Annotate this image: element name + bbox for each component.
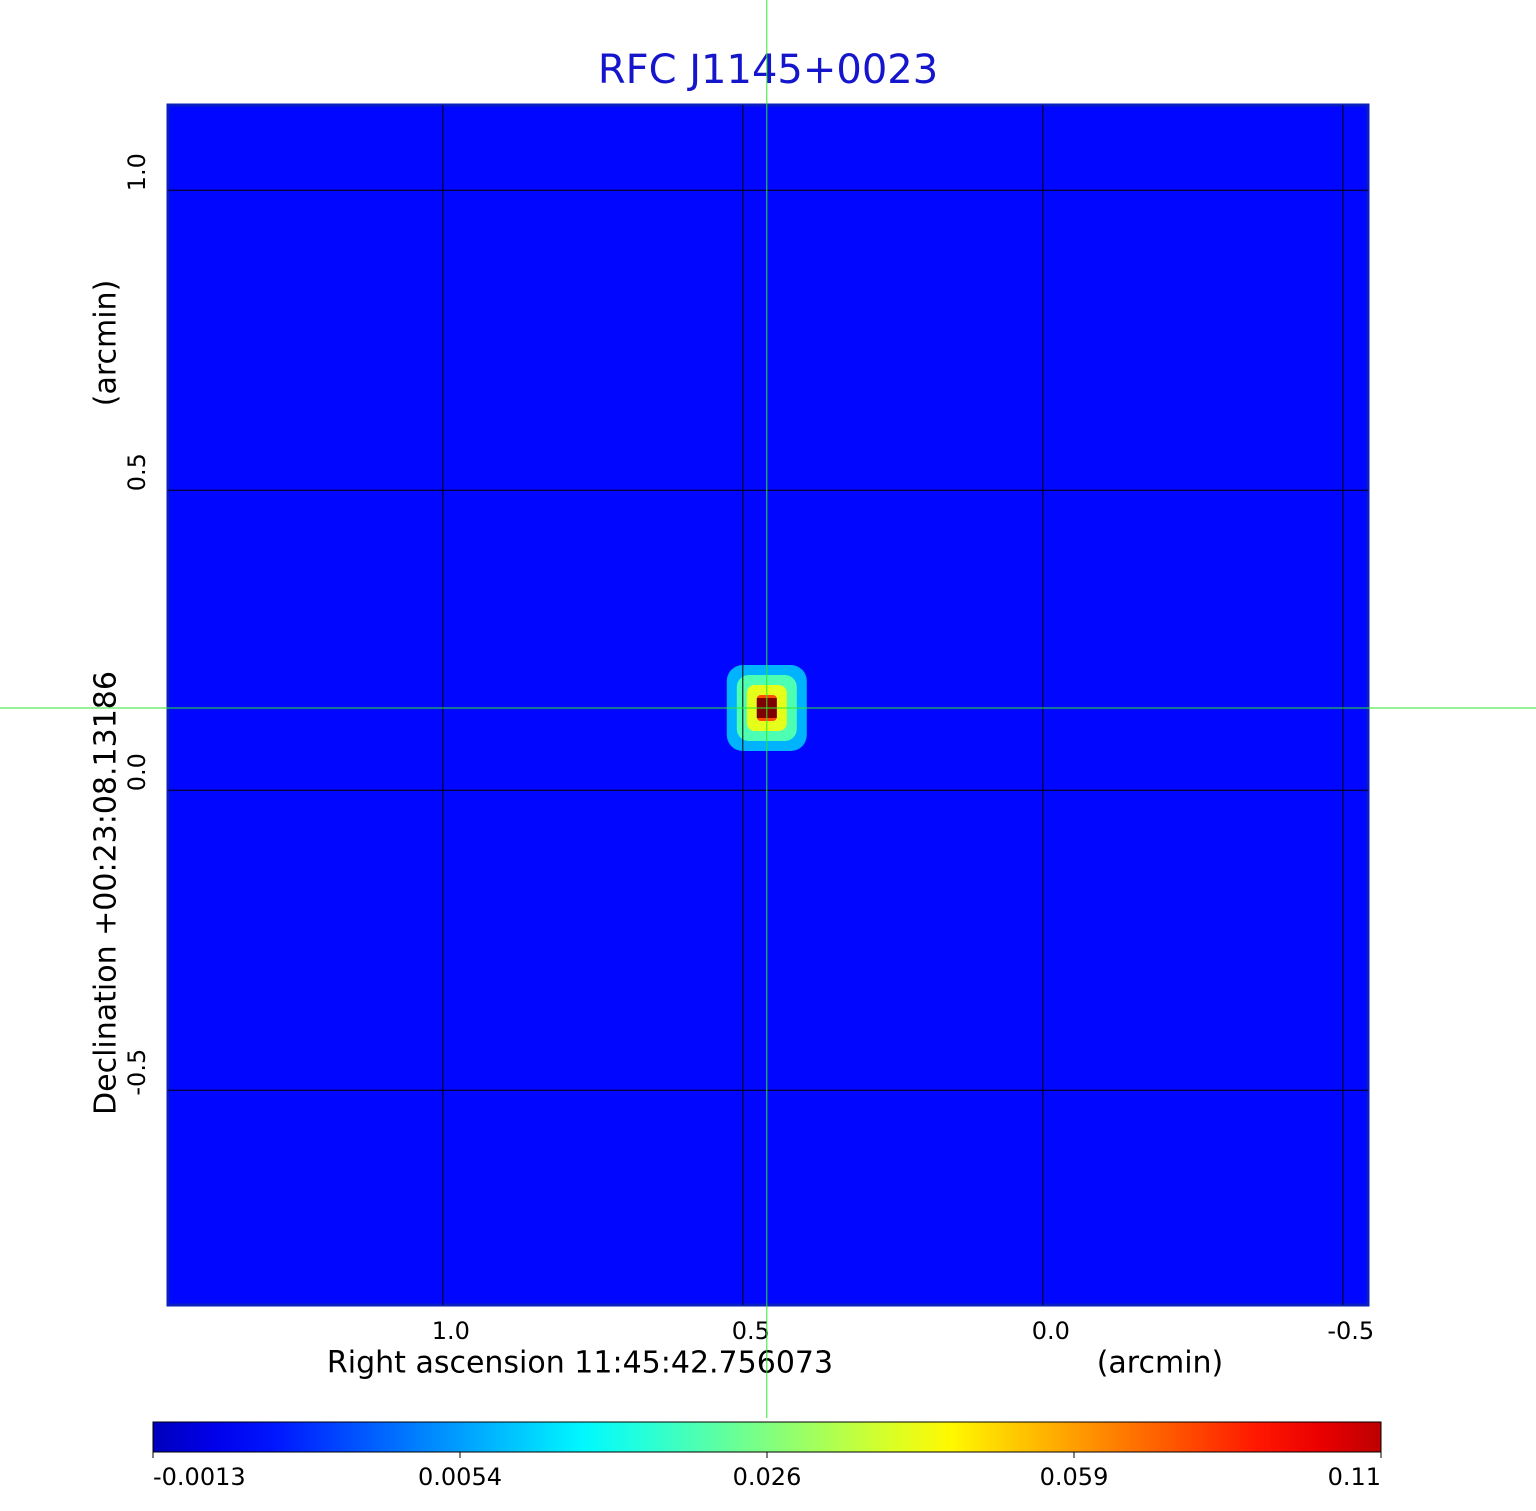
x-tick-label: 1.0: [432, 1317, 470, 1345]
y-axis-unit: (arcmin): [89, 280, 124, 407]
chart-title: RFC J1145+0023: [598, 47, 938, 93]
colorbar-tick-label: -0.0013: [153, 1463, 246, 1491]
colorbar: [152, 1421, 1382, 1453]
y-tick-label: 1.0: [123, 153, 151, 191]
y-tick-label: -0.5: [123, 1049, 151, 1096]
y-tick-label: 0.5: [123, 453, 151, 491]
colorbar-tick-label: 0.11: [1328, 1463, 1381, 1491]
plot-frame: [166, 103, 1370, 1307]
y-axis-label: Declination +00:23:08.13186: [89, 671, 124, 1115]
x-tick-label: -0.5: [1327, 1317, 1374, 1345]
x-axis-unit: (arcmin): [1097, 1346, 1224, 1381]
colorbar-tick-label: 0.059: [1040, 1463, 1109, 1491]
x-tick-label: 0.5: [732, 1317, 770, 1345]
y-tick-label: 0.0: [123, 753, 151, 791]
colorbar-tick-label: 0.026: [733, 1463, 802, 1491]
x-tick-label: 0.0: [1032, 1317, 1070, 1345]
colorbar-tick-label: 0.0054: [418, 1463, 502, 1491]
x-axis-label: Right ascension 11:45:42.756073: [327, 1346, 833, 1381]
